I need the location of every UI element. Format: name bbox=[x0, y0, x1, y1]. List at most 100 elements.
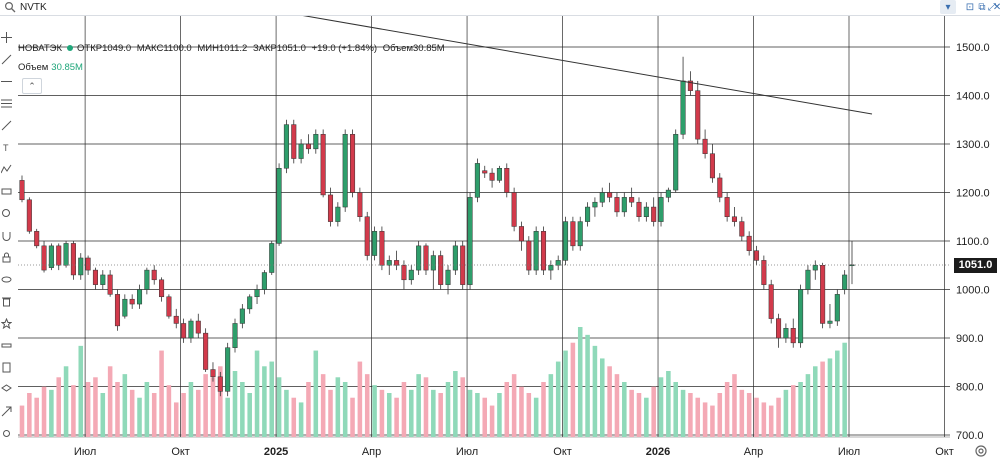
volume-bar bbox=[842, 342, 847, 437]
volume-bar bbox=[504, 382, 510, 437]
candle bbox=[313, 134, 319, 150]
layers-icon[interactable] bbox=[1, 384, 12, 395]
volume-bar bbox=[475, 393, 480, 437]
candle bbox=[19, 180, 25, 201]
candle bbox=[364, 216, 370, 256]
volume-bar bbox=[85, 382, 91, 437]
candle bbox=[423, 245, 429, 271]
volume-bar bbox=[19, 405, 25, 437]
magnet-icon[interactable] bbox=[1, 230, 12, 241]
volume-bar bbox=[56, 377, 62, 437]
candle bbox=[342, 134, 348, 208]
candle bbox=[232, 323, 238, 348]
volume-bar bbox=[577, 327, 583, 437]
x-tick-label: Апр bbox=[362, 446, 381, 458]
volume-bar bbox=[636, 393, 642, 437]
arrow-icon[interactable] bbox=[1, 406, 12, 417]
eye-icon[interactable] bbox=[1, 274, 12, 285]
candle bbox=[217, 376, 223, 392]
candle bbox=[798, 289, 804, 344]
zoom-icon[interactable] bbox=[1, 208, 12, 219]
candle bbox=[394, 260, 400, 266]
x-tick-label: Апр bbox=[744, 446, 763, 458]
candle bbox=[820, 265, 826, 324]
candle bbox=[526, 240, 532, 271]
collapse-legend-button[interactable]: ⌃ bbox=[22, 78, 42, 94]
volume-bar bbox=[328, 389, 333, 437]
candle bbox=[827, 320, 833, 324]
volume-bar bbox=[651, 386, 656, 437]
settings-icon[interactable] bbox=[974, 444, 988, 458]
candle bbox=[357, 192, 363, 217]
y-tick-label: 1400.0 bbox=[956, 91, 990, 103]
candle bbox=[709, 153, 715, 179]
candle bbox=[100, 274, 106, 285]
close-icon[interactable]: ✕ bbox=[992, 1, 1000, 13]
candle bbox=[563, 221, 569, 261]
x-tick-label: Окт bbox=[935, 446, 954, 458]
candle bbox=[438, 255, 444, 285]
candle bbox=[724, 197, 730, 218]
settings-small-icon[interactable] bbox=[1, 428, 12, 439]
volume-bar bbox=[137, 397, 142, 437]
volume-bar bbox=[196, 389, 201, 437]
candle bbox=[401, 265, 407, 281]
volume-bar bbox=[614, 374, 620, 437]
volume-bar bbox=[739, 389, 745, 437]
candle bbox=[731, 216, 738, 222]
ruler-icon[interactable] bbox=[1, 340, 12, 351]
volume-bar bbox=[835, 350, 840, 437]
candle bbox=[599, 192, 605, 203]
volume-bar bbox=[210, 377, 216, 437]
candle bbox=[298, 143, 304, 159]
volume-bar bbox=[364, 374, 370, 437]
pattern-icon[interactable] bbox=[1, 164, 12, 175]
volume-bar bbox=[379, 389, 385, 437]
chart-grid bbox=[18, 16, 950, 438]
candle bbox=[746, 235, 752, 251]
volume-bar bbox=[629, 389, 634, 437]
maximize-icon[interactable]: ⤢ bbox=[988, 1, 996, 13]
volume-bar bbox=[563, 350, 568, 437]
volume-bar bbox=[78, 345, 84, 437]
legend-low: МИН1011.2 bbox=[197, 43, 248, 54]
volume-bar bbox=[599, 358, 605, 437]
volume-bar bbox=[622, 382, 627, 437]
candle bbox=[181, 323, 187, 339]
y-tick-label: 700.0 bbox=[956, 430, 984, 442]
brush-icon[interactable] bbox=[1, 120, 12, 131]
candle bbox=[540, 231, 547, 271]
x-tick-label: Июл bbox=[74, 446, 96, 458]
chevron-down-icon[interactable]: ▾ bbox=[940, 0, 956, 14]
measure-icon[interactable] bbox=[1, 186, 12, 197]
lock-icon[interactable] bbox=[1, 252, 12, 263]
volume-bar bbox=[342, 382, 348, 437]
x-tick-label: Окт bbox=[171, 446, 190, 458]
volume-bar bbox=[827, 358, 833, 437]
note-icon[interactable] bbox=[1, 362, 12, 373]
candle bbox=[452, 245, 458, 271]
star-icon[interactable] bbox=[1, 318, 12, 329]
text-icon[interactable]: T bbox=[1, 142, 12, 153]
x-tick-label: 2025 bbox=[264, 446, 288, 458]
trash-icon[interactable] bbox=[1, 296, 12, 307]
volume-bar bbox=[680, 389, 686, 437]
volume-bar bbox=[761, 402, 767, 437]
candle bbox=[78, 257, 84, 276]
volume-bar bbox=[262, 366, 267, 437]
layout-icon[interactable]: ⊡ bbox=[965, 1, 975, 13]
volume-bar bbox=[526, 393, 532, 437]
fib-icon[interactable] bbox=[1, 98, 12, 109]
horizontal-line-icon[interactable] bbox=[1, 76, 12, 87]
trend-line[interactable] bbox=[299, 14, 873, 115]
volume-bar bbox=[181, 393, 186, 437]
trendline-icon[interactable] bbox=[1, 54, 12, 65]
candle bbox=[327, 194, 334, 222]
candle bbox=[658, 197, 664, 222]
symbol-search-input[interactable] bbox=[20, 1, 920, 13]
crosshair-icon[interactable] bbox=[1, 32, 12, 43]
candle bbox=[548, 265, 554, 271]
volume-bar bbox=[115, 382, 120, 437]
duplicate-icon[interactable]: ⧉ bbox=[978, 1, 986, 13]
